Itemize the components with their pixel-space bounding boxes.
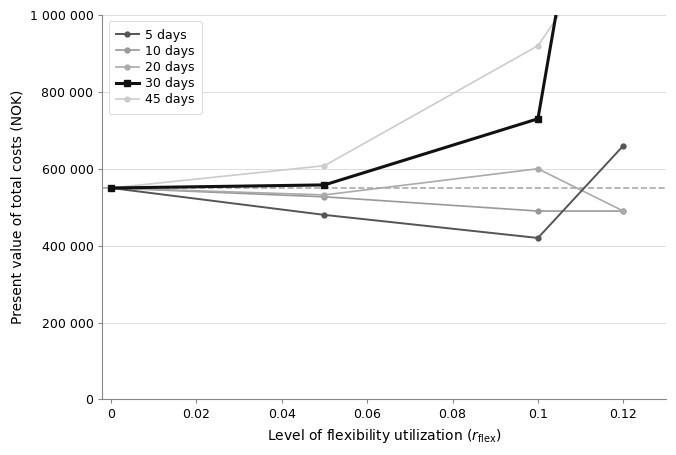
20 days — [107, 185, 115, 191]
Y-axis label: Present value of total costs (NOK): Present value of total costs (NOK) — [10, 90, 24, 324]
Line: 5 days: 5 days — [109, 143, 626, 240]
X-axis label: Level of flexibility utilization ($r_{\mathrm{flex}}$): Level of flexibility utilization ($r_{\m… — [267, 427, 502, 445]
10 days — [534, 208, 542, 214]
20 days — [534, 166, 542, 172]
10 days — [320, 194, 329, 200]
10 days — [619, 208, 627, 214]
Line: 20 days: 20 days — [109, 167, 626, 213]
45 days — [107, 185, 115, 191]
20 days — [619, 208, 627, 214]
Legend: 5 days, 10 days, 20 days, 30 days, 45 days: 5 days, 10 days, 20 days, 30 days, 45 da… — [109, 21, 202, 114]
5 days — [619, 143, 627, 148]
45 days — [534, 43, 542, 49]
30 days — [534, 116, 542, 121]
10 days — [107, 185, 115, 191]
Line: 30 days: 30 days — [108, 0, 562, 191]
30 days — [107, 185, 115, 191]
30 days — [320, 182, 329, 187]
Line: 45 days: 45 days — [109, 0, 575, 191]
5 days — [320, 212, 329, 217]
Line: 10 days: 10 days — [109, 186, 626, 213]
20 days — [320, 192, 329, 197]
5 days — [534, 235, 542, 241]
45 days — [320, 163, 329, 168]
5 days — [107, 185, 115, 191]
